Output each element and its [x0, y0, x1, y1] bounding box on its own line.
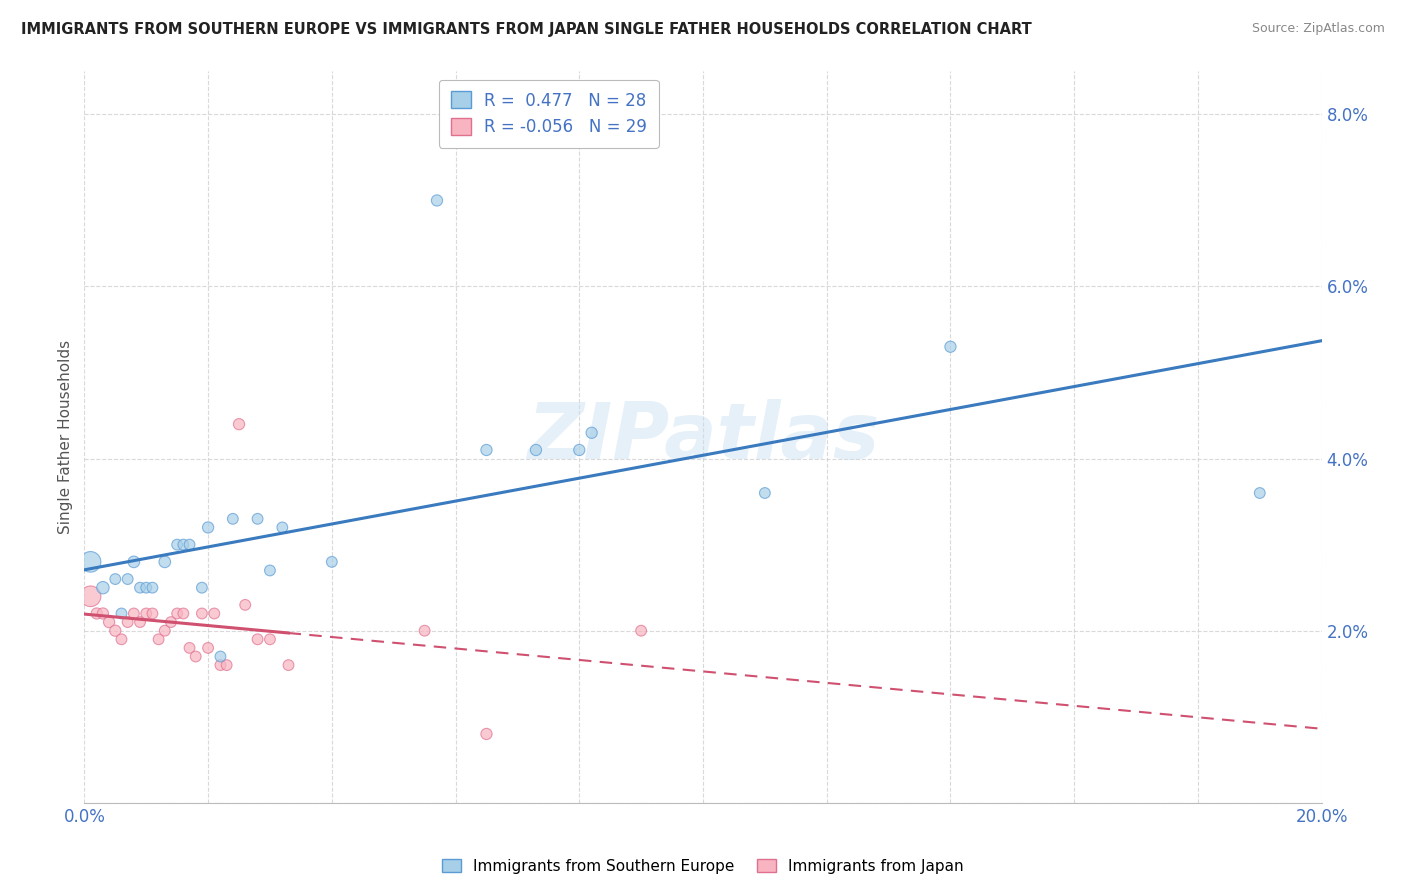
- Point: [475, 442, 498, 457]
- Point: [228, 417, 250, 432]
- Point: [86, 607, 108, 621]
- Point: [184, 649, 207, 664]
- Point: [160, 615, 183, 629]
- Point: [129, 581, 152, 595]
- Point: [179, 538, 201, 552]
- Text: IMMIGRANTS FROM SOUTHERN EUROPE VS IMMIGRANTS FROM JAPAN SINGLE FATHER HOUSEHOLD: IMMIGRANTS FROM SOUTHERN EUROPE VS IMMIG…: [21, 22, 1032, 37]
- Point: [117, 572, 139, 586]
- Point: [179, 640, 201, 655]
- Point: [135, 607, 157, 621]
- Point: [524, 442, 547, 457]
- Legend: R =  0.477   N = 28, R = -0.056   N = 29: R = 0.477 N = 28, R = -0.056 N = 29: [439, 79, 658, 148]
- Point: [166, 607, 188, 621]
- Point: [79, 589, 101, 603]
- Point: [209, 658, 232, 673]
- Point: [271, 520, 294, 534]
- Point: [197, 520, 219, 534]
- Point: [321, 555, 343, 569]
- Point: [135, 581, 157, 595]
- Text: Source: ZipAtlas.com: Source: ZipAtlas.com: [1251, 22, 1385, 36]
- Point: [110, 607, 132, 621]
- Point: [215, 658, 238, 673]
- Point: [104, 572, 127, 586]
- Point: [110, 632, 132, 647]
- Y-axis label: Single Father Households: Single Father Households: [58, 340, 73, 534]
- Point: [754, 486, 776, 500]
- Legend: Immigrants from Southern Europe, Immigrants from Japan: Immigrants from Southern Europe, Immigra…: [436, 853, 970, 880]
- Point: [172, 607, 194, 621]
- Point: [630, 624, 652, 638]
- Point: [98, 615, 121, 629]
- Point: [475, 727, 498, 741]
- Point: [104, 624, 127, 638]
- Point: [581, 425, 603, 440]
- Point: [172, 538, 194, 552]
- Point: [122, 555, 145, 569]
- Point: [91, 581, 114, 595]
- Point: [209, 649, 232, 664]
- Point: [1249, 486, 1271, 500]
- Point: [166, 538, 188, 552]
- Point: [129, 615, 152, 629]
- Point: [568, 442, 591, 457]
- Point: [202, 607, 225, 621]
- Point: [117, 615, 139, 629]
- Point: [222, 512, 245, 526]
- Point: [413, 624, 436, 638]
- Point: [246, 512, 269, 526]
- Point: [153, 624, 176, 638]
- Point: [939, 340, 962, 354]
- Point: [148, 632, 170, 647]
- Point: [426, 194, 449, 208]
- Text: ZIPatlas: ZIPatlas: [527, 399, 879, 475]
- Point: [197, 640, 219, 655]
- Point: [259, 632, 281, 647]
- Point: [277, 658, 299, 673]
- Point: [259, 564, 281, 578]
- Point: [91, 607, 114, 621]
- Point: [141, 607, 163, 621]
- Point: [141, 581, 163, 595]
- Point: [79, 555, 101, 569]
- Point: [233, 598, 256, 612]
- Point: [246, 632, 269, 647]
- Point: [191, 581, 214, 595]
- Point: [191, 607, 214, 621]
- Point: [153, 555, 176, 569]
- Point: [122, 607, 145, 621]
